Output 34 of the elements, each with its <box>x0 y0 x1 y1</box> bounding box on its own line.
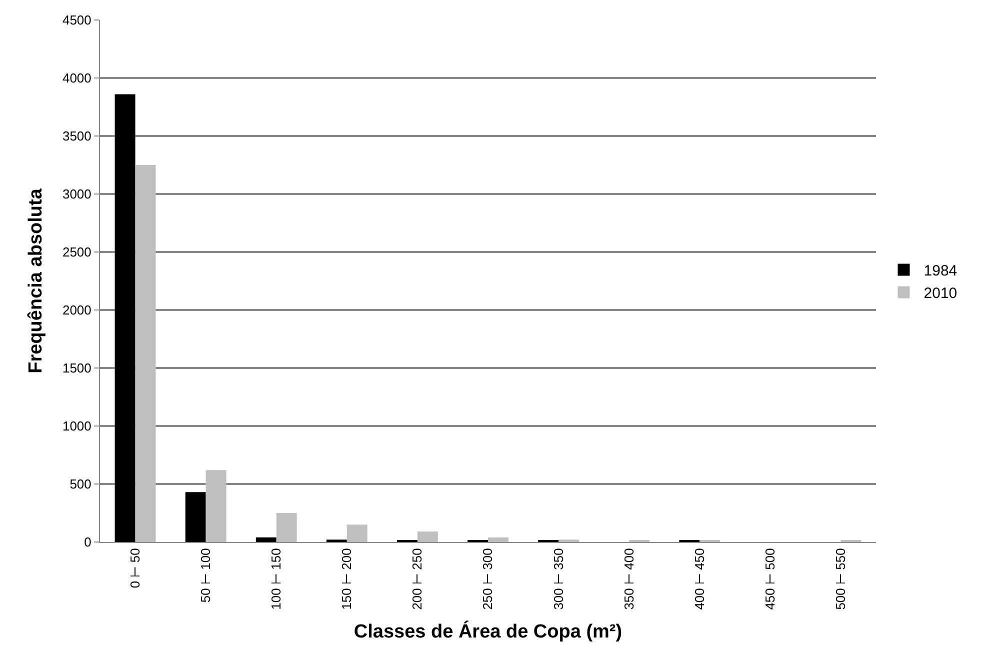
x-tick-label: 50 ⊢ 100 <box>198 548 214 603</box>
bar <box>185 492 206 542</box>
x-tick-label: 500 ⊢ 550 <box>832 548 848 610</box>
y-tick-label: 1500 <box>62 360 92 376</box>
x-tick-label: 200 ⊢ 250 <box>410 548 425 610</box>
y-tick-label: 2000 <box>62 302 92 318</box>
legend-label: 2010 <box>924 285 958 302</box>
y-tick-label: 1000 <box>62 418 92 434</box>
bar <box>346 524 368 542</box>
bar <box>417 532 438 542</box>
x-tick-label: 0 ⊢ 50 <box>127 548 142 588</box>
y-tick-label: 4500 <box>62 12 92 28</box>
y-tick-label: 0 <box>84 534 92 550</box>
x-tick-label: 450 ⊢ 500 <box>762 548 778 610</box>
y-tick-label: 4000 <box>62 70 92 86</box>
x-tick-label: 350 ⊢ 400 <box>621 548 636 610</box>
bar <box>135 165 156 542</box>
bar <box>276 513 297 542</box>
legend-label: 1984 <box>924 262 958 280</box>
bar <box>488 537 508 542</box>
y-tick-label: 500 <box>70 476 92 492</box>
bar <box>256 537 276 542</box>
x-tick-label: 300 ⊢ 350 <box>550 548 566 610</box>
x-tick-label: 100 ⊢ 150 <box>268 548 284 610</box>
x-tick-label: 150 ⊢ 200 <box>339 548 354 610</box>
y-axis-title: Frequência absoluta <box>25 188 46 374</box>
y-tick-label: 3000 <box>62 186 92 202</box>
y-tick-label: 2500 <box>62 244 92 260</box>
bar <box>206 470 226 542</box>
bar <box>114 94 136 542</box>
x-tick-label: 400 ⊢ 450 <box>692 548 707 610</box>
y-tick-label: 3500 <box>62 128 92 144</box>
x-tick-label: 250 ⊢ 300 <box>480 548 496 610</box>
x-axis-title: Classes de Área de Copa (m²) <box>354 620 622 643</box>
